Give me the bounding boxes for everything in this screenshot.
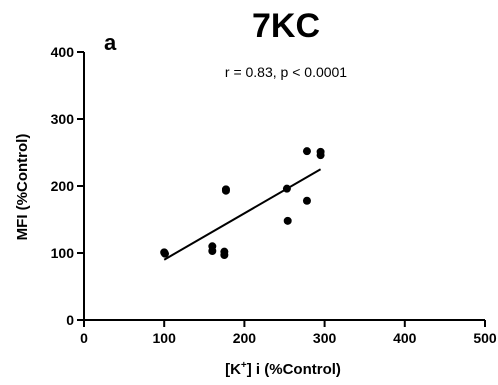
data-point xyxy=(302,147,311,156)
y-tick-label: 100 xyxy=(51,245,75,261)
x-axis-label-pre: [K xyxy=(225,361,241,378)
chart-title: 7KC xyxy=(252,7,320,45)
data-point xyxy=(208,246,217,255)
data-point xyxy=(302,196,311,205)
data-point xyxy=(283,216,292,225)
correlation-annotation: r = 0.83, p < 0.0001 xyxy=(225,64,347,80)
x-tick-label: 0 xyxy=(80,330,88,346)
panel-label: a xyxy=(104,30,117,55)
x-axis-label: [K+] i (%Control) xyxy=(225,360,341,378)
y-axis-label: MFI (%Control) xyxy=(14,134,31,241)
y-tick-label: 200 xyxy=(51,178,75,194)
x-tick-label: 400 xyxy=(393,330,417,346)
y-tick-label: 300 xyxy=(51,111,75,127)
x-tick-label: 100 xyxy=(153,330,177,346)
x-tick-label: 200 xyxy=(233,330,257,346)
data-point xyxy=(161,249,170,258)
x-tick-label: 300 xyxy=(313,330,337,346)
y-axis-ticks: 0 100 200 300 400 xyxy=(51,44,84,328)
data-point xyxy=(221,186,230,195)
y-tick-label: 400 xyxy=(51,44,75,60)
data-point xyxy=(282,184,291,193)
regression-line xyxy=(163,168,322,261)
data-points xyxy=(160,147,325,260)
y-tick-label: 0 xyxy=(66,312,74,328)
data-point xyxy=(316,151,325,160)
data-point xyxy=(220,251,229,260)
x-axis-label-post: ] i (%Control) xyxy=(247,361,341,378)
x-tick-label: 500 xyxy=(473,330,497,346)
x-axis-label-sup: + xyxy=(241,360,247,371)
x-axis-ticks: 0 100 200 300 400 500 xyxy=(80,320,497,346)
